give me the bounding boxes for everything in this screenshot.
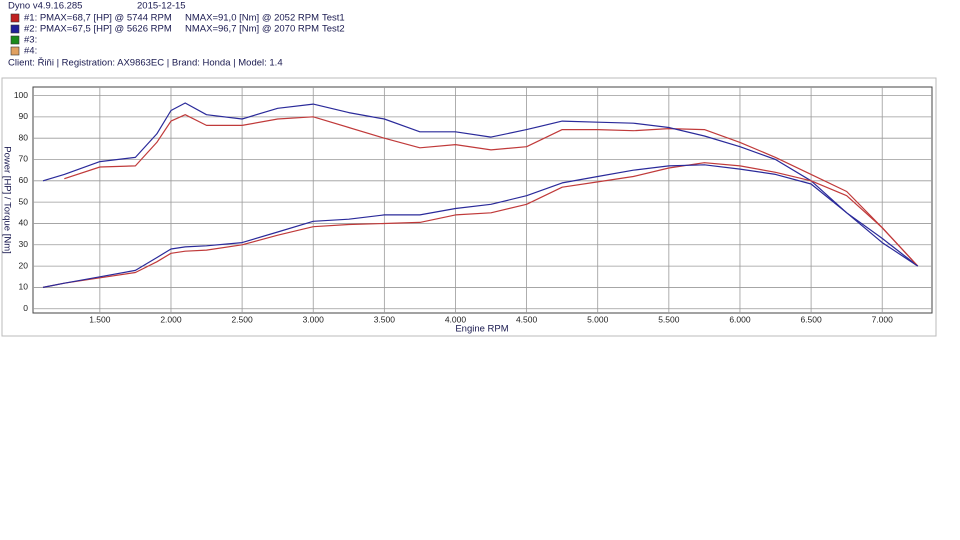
client-info: Client: Řiňi | Registration: AX9863EC | … <box>8 58 283 69</box>
x-tick-label: 5.000 <box>587 314 609 324</box>
legend-label: #3: <box>24 35 37 46</box>
x-tick-label: 1.500 <box>89 314 111 324</box>
x-tick-label: 7.000 <box>872 314 894 324</box>
y-tick-label: 30 <box>19 239 29 249</box>
x-tick-label: 5.500 <box>658 314 680 324</box>
legend-nmax: NMAX=96,7 [Nm] @ 2070 RPM <box>185 24 319 35</box>
legend-test: Test2 <box>322 24 345 35</box>
y-tick-label: 40 <box>19 218 29 228</box>
legend-swatch <box>10 35 20 45</box>
legend-test: Test1 <box>322 13 345 24</box>
x-tick-label: 4.000 <box>445 314 467 324</box>
legend-swatch <box>10 24 20 34</box>
y-tick-label: 20 <box>19 260 29 270</box>
legend-label: #1: PMAX=68,7 [HP] @ 5744 RPM <box>24 13 172 24</box>
y-tick-label: 90 <box>19 111 29 121</box>
x-axis-label: Engine RPM <box>455 324 508 335</box>
y-tick-label: 60 <box>19 175 29 185</box>
date: 2015-12-15 <box>137 1 186 12</box>
y-tick-label: 70 <box>19 154 29 164</box>
curve <box>42 162 919 288</box>
x-tick-label: 4.500 <box>516 314 538 324</box>
y-tick-label: 100 <box>14 90 28 100</box>
y-tick-label: 80 <box>19 132 29 142</box>
x-tick-label: 2.000 <box>160 314 182 324</box>
app-title: Dyno v4.9.16.285 <box>8 1 82 12</box>
legend-swatch <box>10 46 20 56</box>
legend-label: #2: PMAX=67,5 [HP] @ 5626 RPM <box>24 24 172 35</box>
plot-area <box>32 86 933 314</box>
x-tick-label: 3.000 <box>303 314 325 324</box>
y-tick-label: 50 <box>19 196 29 206</box>
x-tick-label: 6.000 <box>729 314 751 324</box>
x-tick-label: 6.500 <box>800 314 822 324</box>
x-tick-label: 2.500 <box>231 314 253 324</box>
y-tick-label: 10 <box>19 282 29 292</box>
legend-swatch <box>10 13 20 23</box>
curve <box>42 164 919 288</box>
legend-label: #4: <box>24 46 37 57</box>
curve <box>42 102 919 267</box>
legend-nmax: NMAX=91,0 [Nm] @ 2052 RPM <box>185 13 319 24</box>
curve <box>64 114 919 267</box>
y-axis-label: Power [HP] / Torque [Nm] <box>1 146 12 254</box>
x-tick-label: 3.500 <box>374 314 396 324</box>
y-tick-label: 0 <box>23 303 28 313</box>
